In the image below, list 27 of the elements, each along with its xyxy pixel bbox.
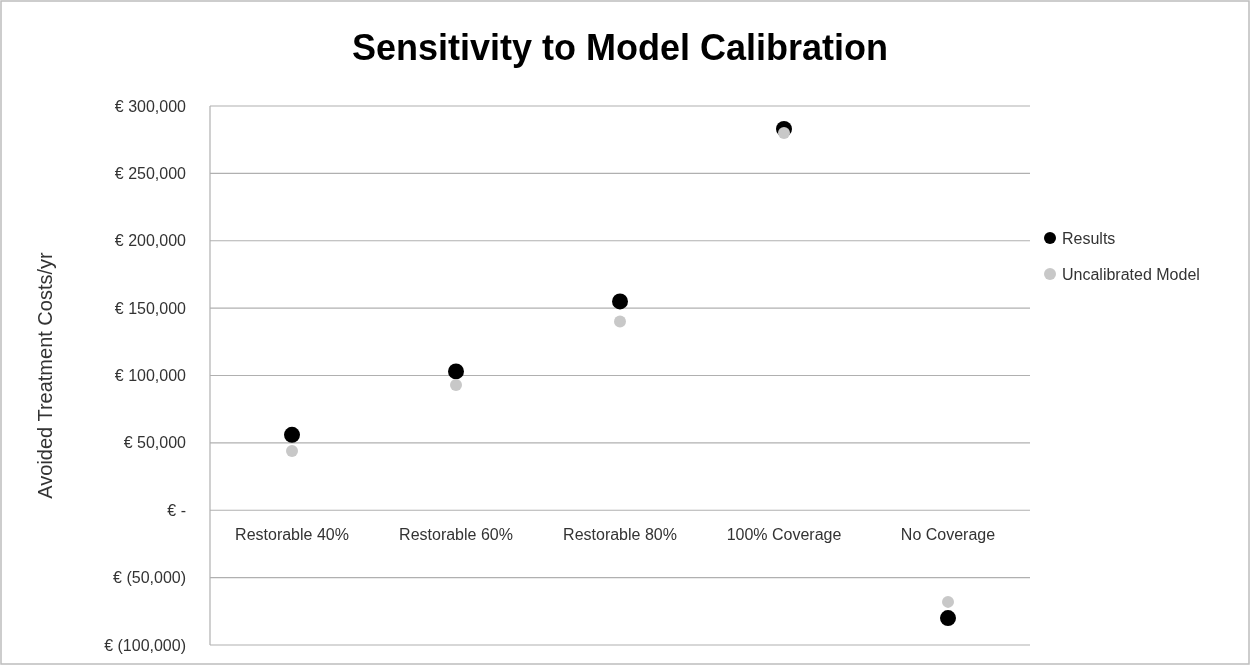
- point: [286, 444, 298, 457]
- point: [942, 595, 954, 608]
- point: [778, 126, 790, 139]
- point: [448, 363, 464, 380]
- x-tick-label: Restorable 60%: [399, 526, 513, 544]
- y-tick-label: € 100,000: [114, 367, 187, 385]
- point: [612, 293, 628, 310]
- point: [450, 378, 462, 391]
- y-tick-label: € 300,000: [114, 97, 187, 115]
- point: [284, 426, 300, 443]
- x-tick-label: 100% Coverage: [726, 526, 842, 544]
- chart-title: Sensitivity to Model Calibration: [351, 27, 889, 68]
- point: [614, 315, 626, 328]
- y-tick-label: € 150,000: [114, 299, 187, 317]
- y-tick-label: € 200,000: [114, 232, 187, 250]
- y-tick-label: € 50,000: [123, 434, 187, 452]
- y-tick-label: € (100,000): [104, 636, 186, 654]
- legend-label: Results: [1062, 229, 1116, 247]
- y-tick-label: € (50,000): [113, 569, 186, 587]
- y-axis-title: Avoided Treatment Costs/yr: [34, 251, 56, 499]
- point: [940, 610, 956, 627]
- x-tick-label: Restorable 80%: [563, 526, 677, 544]
- x-tick-label: Restorable 40%: [235, 526, 349, 544]
- y-tick-label: € -: [167, 501, 186, 519]
- x-tick-label: No Coverage: [900, 526, 996, 544]
- legend-label: Uncalibrated Model: [1062, 265, 1200, 283]
- y-tick-label: € 250,000: [114, 164, 187, 182]
